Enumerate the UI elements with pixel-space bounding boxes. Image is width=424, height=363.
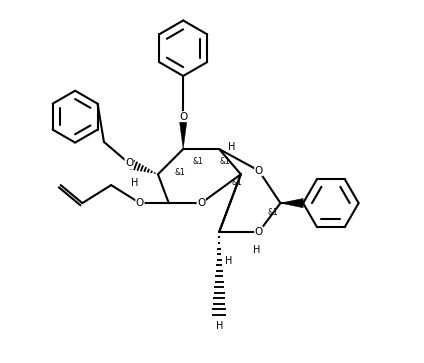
Text: O: O xyxy=(197,198,205,208)
Text: H: H xyxy=(228,142,235,152)
Text: O: O xyxy=(255,227,263,237)
Polygon shape xyxy=(280,199,303,208)
Text: &1: &1 xyxy=(268,208,279,217)
Text: H: H xyxy=(225,256,232,266)
Text: O: O xyxy=(136,198,144,208)
Text: H: H xyxy=(254,245,261,255)
Text: &1: &1 xyxy=(174,168,185,177)
Text: O: O xyxy=(179,112,187,122)
Polygon shape xyxy=(179,117,187,149)
Text: O: O xyxy=(255,166,263,176)
Text: O: O xyxy=(136,198,144,208)
Text: H: H xyxy=(215,321,223,331)
Text: O: O xyxy=(125,159,133,168)
Text: O: O xyxy=(255,166,263,176)
Text: O: O xyxy=(255,227,263,237)
Text: O: O xyxy=(179,112,187,122)
Text: O: O xyxy=(125,159,133,168)
Text: H: H xyxy=(131,178,138,188)
Text: &1: &1 xyxy=(219,157,230,166)
Text: O: O xyxy=(197,198,205,208)
Text: &1: &1 xyxy=(192,157,203,166)
Text: &1: &1 xyxy=(232,178,243,187)
